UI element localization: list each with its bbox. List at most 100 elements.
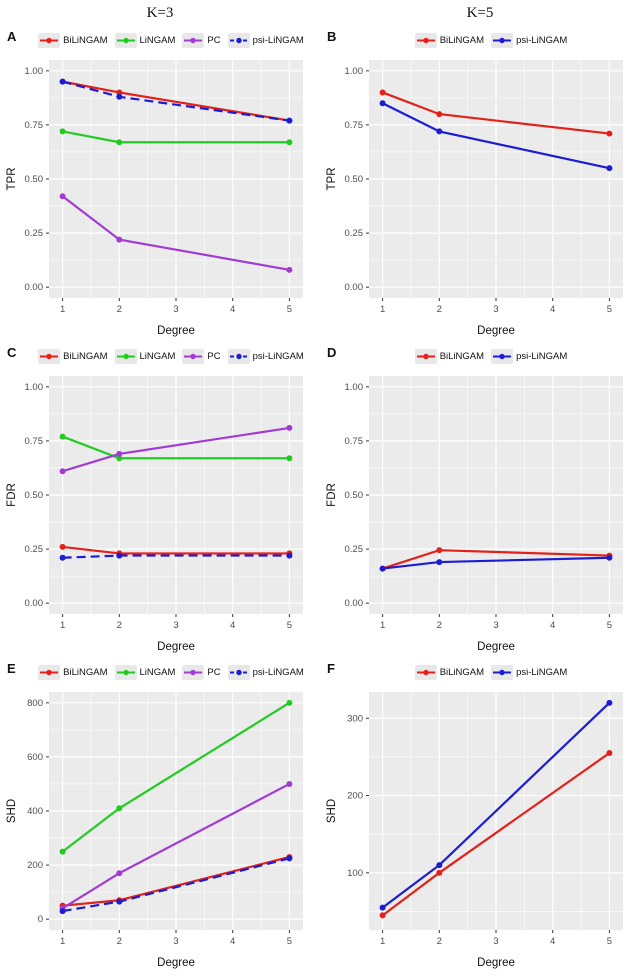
x-tick-label: 3: [493, 936, 498, 947]
y-tick-label: 0.75: [345, 436, 364, 447]
y-tick-label: 0.75: [345, 120, 364, 131]
x-tick-label: 4: [230, 304, 235, 315]
data-point: [59, 908, 66, 915]
data-point: [379, 912, 386, 919]
data-point: [59, 554, 66, 561]
y-tick-label: 0.00: [25, 282, 44, 293]
y-tick-label: 0.25: [345, 544, 364, 555]
data-point: [116, 89, 123, 96]
column-header-k3: K=3: [146, 4, 174, 21]
legend-label: psi-LiNGAM: [252, 666, 304, 678]
legend-label: PC: [207, 666, 221, 678]
legend-key-icon: [227, 32, 250, 48]
legend-item-BiLiNGAM: BiLiNGAM: [38, 664, 108, 680]
y-tick-label: 1.00: [25, 66, 44, 77]
x-tick-label: 2: [437, 936, 442, 947]
data-point: [379, 904, 386, 911]
y-tick-label: 0.50: [345, 174, 364, 185]
chart-svg: 1 2 3 4 5 0.00 0.25 0.50 0.75 1.00 Degree TPR: [6, 60, 303, 337]
chart: 1 2 3 4 5 100 200 300 Degree SHD: [323, 686, 640, 977]
data-point: [286, 455, 293, 462]
y-axis-title: FDR: [6, 483, 18, 507]
x-tick-label: 1: [380, 620, 385, 631]
legend-item-LiNGAM: LiNGAM: [114, 348, 175, 364]
x-tick-label: 1: [380, 936, 385, 947]
data-point: [606, 699, 613, 706]
data-point: [286, 780, 293, 787]
legend-item-BiLiNGAM: BiLiNGAM: [414, 348, 485, 364]
data-point: [379, 100, 386, 107]
legend-label: BiLiNGAM: [63, 666, 108, 678]
y-tick-label: 0.00: [345, 282, 364, 293]
data-point: [606, 165, 613, 172]
data-point: [436, 111, 443, 118]
legend-item-psi-LiNGAM: psi-LiNGAM: [491, 664, 567, 680]
x-tick-label: 4: [550, 620, 555, 631]
legend-key-icon: [182, 348, 205, 364]
data-point: [116, 139, 123, 146]
legend-key-icon: [114, 32, 137, 48]
data-point: [286, 117, 293, 124]
legend-item-psi-LiNGAM: psi-LiNGAM: [227, 348, 304, 364]
y-axis-title: SHD: [326, 799, 338, 823]
panel-letter: A: [7, 29, 17, 44]
x-tick-label: 3: [493, 620, 498, 631]
data-point: [59, 193, 66, 200]
legend-label: psi-LiNGAM: [252, 34, 304, 46]
data-point: [116, 552, 123, 559]
legend-key-icon: [414, 32, 437, 48]
legend-label: BiLiNGAM: [63, 34, 108, 46]
legend-item-LiNGAM: LiNGAM: [114, 664, 176, 680]
panel-b: B BiLiNGAM psi-LiNGAM 1 2 3 4 5 0.00 0.25 0.50 0.…: [320, 26, 640, 342]
data-point: [379, 565, 386, 572]
legend-key-icon: [182, 32, 205, 48]
x-tick-label: 3: [493, 304, 498, 315]
x-tick-label: 5: [287, 304, 292, 315]
chart-svg: 1 2 3 4 5 0 200 400 600 800 Degree SHD: [6, 692, 303, 969]
chart: 1 2 3 4 5 0.00 0.25 0.50 0.75 1.00 Degree FDR: [3, 370, 320, 661]
data-point: [436, 128, 443, 135]
legend-label: BiLiNGAM: [439, 350, 485, 362]
panel-e: E BiLiNGAM LiNGAM PC psi-LiNGAM 1 2 3 4 5 0 200 40…: [0, 658, 320, 974]
legend-item-psi-LiNGAM: psi-LiNGAM: [491, 348, 567, 364]
legend-label: LiNGAM: [139, 666, 176, 678]
y-tick-label: 0.50: [25, 490, 44, 501]
y-axis-title: FDR: [326, 483, 338, 507]
panel-letter: B: [327, 29, 337, 44]
panel-letter: C: [7, 345, 17, 360]
x-tick-label: 4: [230, 620, 235, 631]
y-tick-label: 0.75: [25, 436, 44, 447]
legend-key-icon: [491, 348, 514, 364]
chart-svg: 1 2 3 4 5 100 200 300 Degree SHD: [326, 692, 623, 969]
legend-label: PC: [207, 350, 221, 362]
y-tick-label: 0.00: [25, 598, 44, 609]
data-point: [116, 450, 123, 457]
y-tick-label: 300: [347, 713, 363, 724]
x-tick-label: 2: [117, 304, 122, 315]
panel-letter: F: [327, 661, 335, 676]
x-tick-label: 1: [380, 304, 385, 315]
y-tick-label: 0.75: [25, 120, 44, 131]
x-tick-label: 3: [173, 936, 178, 947]
legend-label: psi-LiNGAM: [252, 350, 304, 362]
data-point: [286, 424, 293, 431]
legend: BiLiNGAM psi-LiNGAM: [342, 342, 640, 370]
x-axis-title: Degree: [157, 641, 195, 653]
data-point: [606, 554, 613, 561]
legend-label: BiLiNGAM: [439, 34, 485, 46]
x-tick-label: 2: [117, 620, 122, 631]
x-tick-label: 4: [230, 936, 235, 947]
y-tick-label: 0.25: [25, 228, 44, 239]
legend-key-icon: [491, 32, 514, 48]
chart: 1 2 3 4 5 0.00 0.25 0.50 0.75 1.00 Degree FDR: [323, 370, 640, 661]
y-tick-label: 0.25: [25, 544, 44, 555]
legend-label: BiLiNGAM: [63, 350, 108, 362]
x-axis-title: Degree: [477, 641, 515, 653]
x-tick-label: 2: [437, 620, 442, 631]
legend: BiLiNGAM LiNGAM PC psi-LiNGAM: [22, 26, 320, 54]
x-tick-label: 3: [173, 620, 178, 631]
y-tick-label: 1.00: [345, 382, 364, 393]
legend-item-BiLiNGAM: BiLiNGAM: [38, 32, 108, 48]
chart-svg: 1 2 3 4 5 0.00 0.25 0.50 0.75 1.00 Degree TPR: [326, 60, 623, 337]
